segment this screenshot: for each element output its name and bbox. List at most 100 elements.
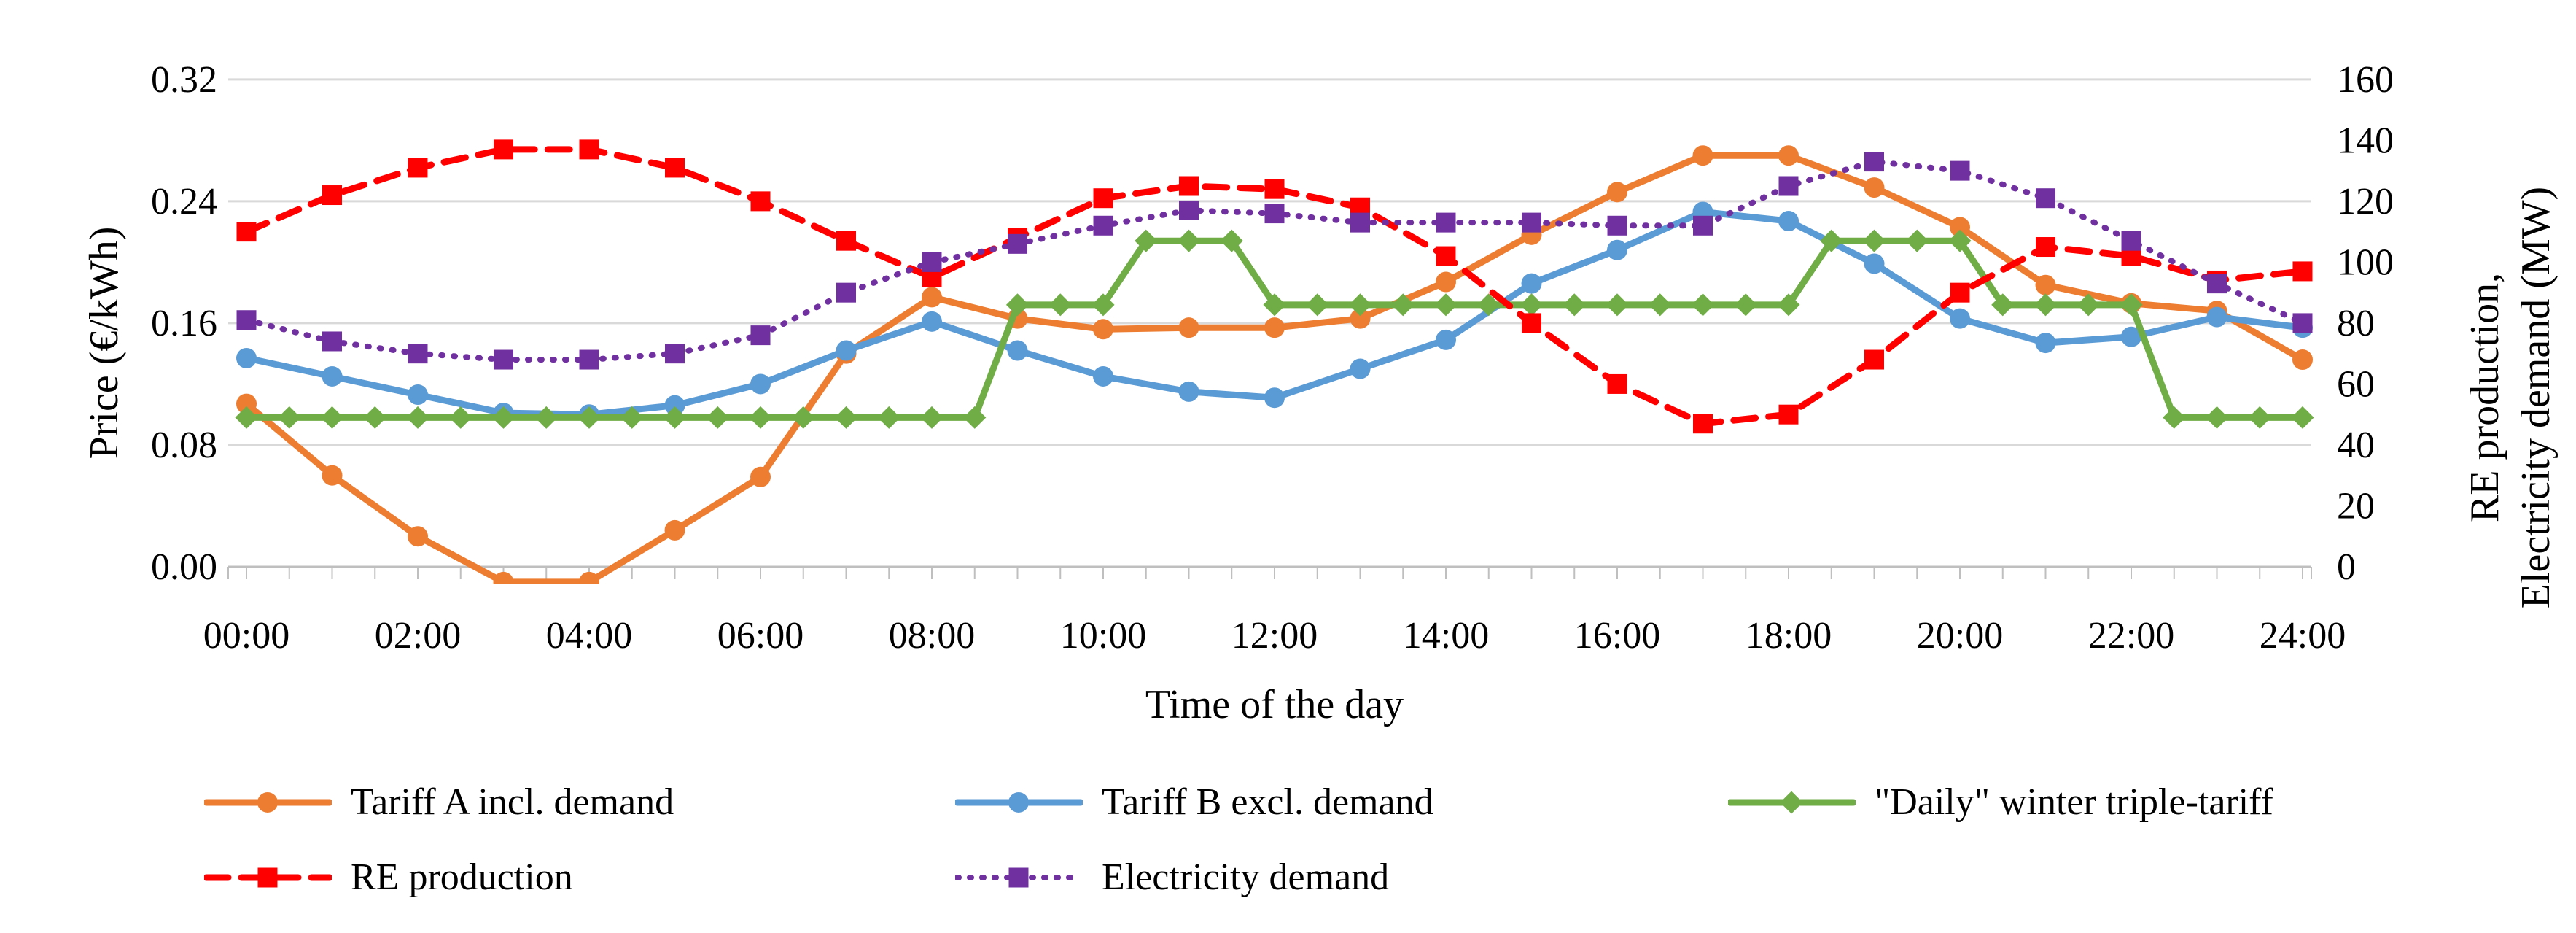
data-point-square (750, 325, 771, 346)
data-point-diamond (1477, 293, 1501, 317)
data-point-circle (2121, 326, 2141, 347)
data-point-square (2036, 188, 2055, 209)
mw-axis-tick-label: 100 (2337, 241, 2394, 283)
data-point-diamond (1391, 293, 1415, 317)
data-point-diamond (2034, 293, 2058, 317)
mw-axis-tick-label: 140 (2337, 120, 2394, 161)
data-point-square (1436, 212, 1456, 233)
data-point-square (1350, 212, 1370, 233)
series-4 (236, 139, 2313, 434)
data-point-circle (1950, 217, 1970, 238)
data-point-square (1864, 349, 1884, 370)
data-point-square (2207, 274, 2227, 294)
data-point-circle (408, 384, 428, 406)
data-point-diamond (1862, 229, 1886, 252)
mw-axis-tick-label: 80 (2337, 303, 2375, 344)
data-point-circle (493, 571, 514, 584)
data-point-square (1607, 215, 1627, 236)
series-5 (236, 152, 2313, 370)
data-point-circle (1607, 239, 1627, 260)
data-point-circle (1864, 253, 1885, 274)
legend-swatch-circle-icon (955, 792, 1083, 813)
data-point-circle (664, 519, 685, 541)
time-axis-tick-label: 18:00 (1746, 615, 1832, 657)
data-point-diamond (1177, 229, 1201, 252)
data-point-diamond (2291, 406, 2314, 429)
data-point-circle (1178, 381, 1199, 402)
data-point-circle (408, 526, 428, 547)
data-point-diamond (1777, 293, 1800, 317)
y-axis-title-right-line1: RE production, (2462, 272, 2507, 523)
legend-swatch-diamond-icon (1728, 791, 1856, 814)
data-point-square (1693, 215, 1713, 236)
legend-item-1: Tariff A incl. demand (204, 773, 674, 832)
data-point-circle (1264, 387, 1285, 409)
data-point-square (2121, 231, 2141, 251)
data-point-square (408, 344, 428, 364)
data-point-diamond (278, 406, 301, 429)
mw-axis-tick-label: 60 (2337, 363, 2375, 405)
data-point-diamond (1434, 293, 1458, 317)
data-point-circle (322, 366, 343, 387)
data-point-square (1436, 246, 1456, 266)
price-axis-tick-label: 0.00 (151, 546, 217, 588)
data-point-circle (1778, 145, 1799, 166)
data-point-circle (1436, 329, 1456, 350)
price-axis-tick-label: 0.32 (151, 59, 217, 101)
mw-axis-tick-label: 40 (2337, 425, 2375, 466)
data-point-square (2036, 237, 2055, 258)
data-point-diamond (534, 406, 558, 429)
data-point-square (1950, 160, 1970, 181)
data-point-diamond (1991, 293, 2015, 317)
time-axis-tick-label: 04:00 (546, 615, 632, 657)
data-point-square (494, 349, 513, 370)
data-point-square (922, 252, 942, 272)
price-axis-tick-label: 0.16 (151, 303, 217, 344)
data-point-diamond (749, 406, 772, 429)
data-point-diamond (706, 406, 729, 429)
data-point-circle (579, 571, 599, 584)
data-point-circle (1007, 340, 1028, 361)
data-point-circle (1093, 366, 1113, 387)
legend-item-5: Electricity demand (955, 848, 1389, 907)
data-point-square (1522, 212, 1541, 233)
data-point-diamond (1606, 293, 1629, 317)
data-point-square (665, 344, 685, 364)
legend-swatch-square-icon (204, 867, 332, 888)
data-point-diamond (1092, 293, 1115, 317)
data-point-diamond (834, 406, 858, 429)
data-point-square (579, 349, 599, 370)
data-point-diamond (1691, 293, 1715, 317)
legend-swatch-square-icon (955, 867, 1083, 888)
data-point-diamond (1519, 293, 1544, 317)
data-point-circle (2035, 333, 2056, 354)
data-point-diamond (1048, 293, 1072, 317)
y-axis-title-left: Price (€/kWh) (82, 226, 127, 460)
data-point-diamond (1563, 293, 1586, 317)
data-point-square (408, 158, 428, 178)
data-point-square (1008, 233, 1027, 254)
mw-axis-tick-label: 0 (2337, 546, 2356, 588)
data-point-circle (236, 393, 257, 414)
data-point-circle (1093, 319, 1113, 340)
data-point-circle (922, 311, 942, 332)
data-point-circle (750, 373, 771, 395)
data-point-square (1778, 176, 1799, 196)
data-point-diamond (963, 406, 987, 429)
data-point-square (1607, 373, 1627, 394)
data-point-diamond (2120, 293, 2143, 317)
data-point-square (1179, 176, 1199, 196)
data-point-square (1522, 313, 1541, 333)
data-point-circle (322, 465, 343, 486)
data-point-circle (1778, 211, 1799, 232)
time-axis-tick-label: 16:00 (1574, 615, 1660, 657)
mw-axis-tick-label: 160 (2337, 59, 2394, 101)
data-point-diamond (449, 406, 472, 429)
data-point-circle (257, 792, 278, 813)
data-point-square (236, 310, 257, 330)
data-point-square (322, 185, 342, 206)
time-axis-tick-label: 20:00 (1917, 615, 2003, 657)
time-axis-tick-label: 24:00 (2260, 615, 2346, 657)
data-point-circle (1692, 145, 1713, 166)
